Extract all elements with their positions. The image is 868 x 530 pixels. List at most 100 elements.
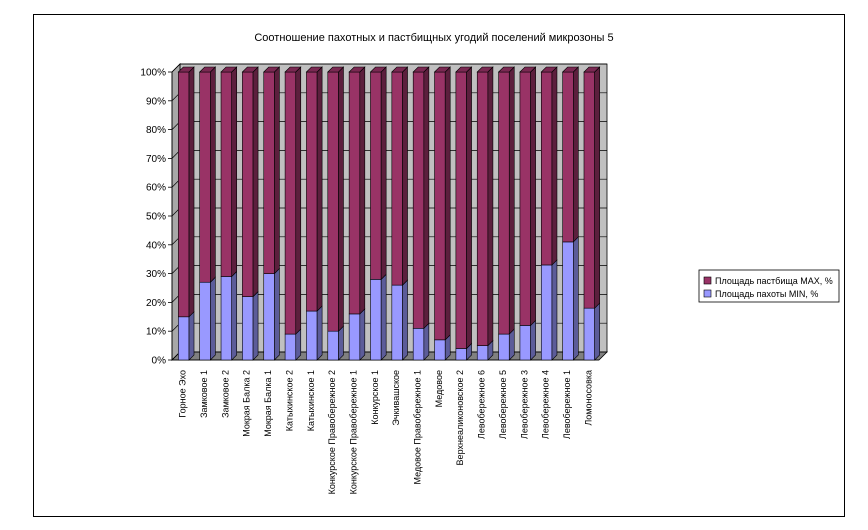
bar-segment	[284, 66, 302, 335]
y-tick-label: 60%	[146, 183, 166, 194]
bar-segment	[348, 66, 366, 315]
bar-side	[402, 66, 408, 286]
bar-side	[444, 66, 451, 341]
bar-front	[562, 71, 574, 243]
bar-segment	[348, 308, 366, 361]
bar-segment	[241, 66, 259, 298]
plot-area: 0% 10% 20% 30% 40% 50% 60% 70% 80% 90% 100% Горное …	[140, 63, 608, 494]
bar-top	[177, 66, 195, 73]
legend: Площадь пастбища MAX, % Площадь пахоты MI…	[698, 269, 840, 303]
bar-segment	[476, 339, 494, 361]
y-tick-label: 0%	[152, 356, 167, 367]
bar-front	[370, 279, 382, 361]
legend-swatch	[703, 289, 712, 298]
bar-front	[562, 241, 574, 361]
bar-side	[380, 273, 387, 361]
bar-side	[188, 311, 195, 361]
bar-front	[284, 71, 297, 335]
gridline	[171, 63, 607, 73]
bar-front	[434, 71, 446, 341]
bar-segment	[412, 66, 430, 330]
bar-segment	[177, 66, 195, 318]
bar-side	[231, 270, 238, 361]
x-tick-label: Конкурское Правобережное 2	[327, 370, 337, 494]
bar-front	[220, 276, 233, 361]
bar-front	[412, 328, 425, 361]
y-tick-label: 40%	[146, 240, 166, 251]
bar-top	[348, 66, 366, 73]
bar-front	[242, 296, 254, 361]
x-tick-label: Левобережное 1	[562, 370, 572, 439]
bar-front	[455, 348, 467, 361]
bar-segment	[220, 66, 238, 278]
x-tick-label: Катыхинское 1	[306, 370, 316, 431]
x-tick-label: Эчкивашское	[391, 370, 401, 426]
bar-side	[594, 302, 600, 361]
y-tick-label: 80%	[146, 125, 166, 136]
bar-front	[540, 71, 553, 266]
bar-side	[487, 66, 494, 347]
bar-side	[530, 66, 536, 327]
y-tick-label: 70%	[146, 154, 166, 165]
bar-segment	[412, 322, 430, 361]
bar-top	[583, 66, 601, 73]
x-tick-label: Левобережное 3	[519, 370, 529, 439]
bar-front	[263, 273, 275, 361]
bar-top	[241, 66, 259, 73]
bar-segment	[199, 276, 216, 361]
bar-front	[348, 71, 361, 315]
bar-front	[476, 345, 489, 361]
bar-front	[434, 339, 446, 361]
bar-front	[519, 325, 531, 361]
bar-front	[370, 71, 382, 280]
bar-front	[263, 71, 275, 274]
bar-segment	[497, 66, 515, 335]
bar-segment	[540, 66, 558, 266]
bar-top	[391, 66, 409, 73]
x-tick-label: Верхнеаликоновское 2	[455, 370, 465, 465]
y-tick-label: 100%	[140, 68, 166, 79]
bar-front	[199, 71, 211, 283]
bar-side	[466, 66, 472, 350]
x-tick-label: Медовое	[434, 370, 444, 407]
bar-segment	[476, 66, 494, 347]
legend-label: Площадь пастбища MAX, %	[715, 276, 833, 286]
bar-segment	[284, 328, 302, 361]
bar-top	[476, 66, 494, 73]
bar-side	[530, 319, 536, 361]
bar-front	[242, 71, 254, 297]
x-tick-label: Мокрая Балка 2	[242, 370, 252, 437]
bar-top	[369, 66, 387, 73]
bar-front	[391, 284, 403, 361]
bar-front	[498, 333, 510, 361]
bar-side	[295, 66, 302, 335]
bar-front	[306, 71, 318, 312]
bar-front	[476, 71, 489, 346]
bar-segment	[583, 66, 601, 309]
bar-front	[498, 71, 510, 335]
bar-side	[338, 325, 344, 361]
x-tick-label: Конкурское Правобережное 1	[348, 370, 358, 494]
chart-frame: Соотношение пахотных и пастбищных угодий…	[33, 14, 845, 517]
bar-side	[231, 66, 238, 278]
bar-side	[573, 66, 579, 243]
bar-top	[198, 66, 217, 73]
y-tick-label: 90%	[146, 96, 166, 107]
x-tick-label: Замковое 2	[220, 370, 230, 418]
bar-front	[306, 310, 318, 361]
bar-side	[359, 308, 366, 361]
bar-front	[455, 71, 467, 349]
bar-top	[540, 66, 558, 73]
bar-top	[433, 66, 451, 73]
y-tick-label: 30%	[146, 269, 166, 280]
bar-front	[583, 71, 595, 309]
x-tick-label: Левобережное 4	[541, 370, 551, 439]
chart-title: Соотношение пахотных и пастбищных угодий…	[254, 32, 613, 44]
bar-side	[594, 66, 600, 309]
bar-segment	[562, 236, 579, 361]
bar-segment	[327, 66, 345, 332]
x-tick-label: Замковое 1	[199, 370, 209, 418]
bar-segment	[455, 66, 473, 350]
bar-segment	[391, 279, 408, 361]
bar-top	[263, 66, 281, 73]
